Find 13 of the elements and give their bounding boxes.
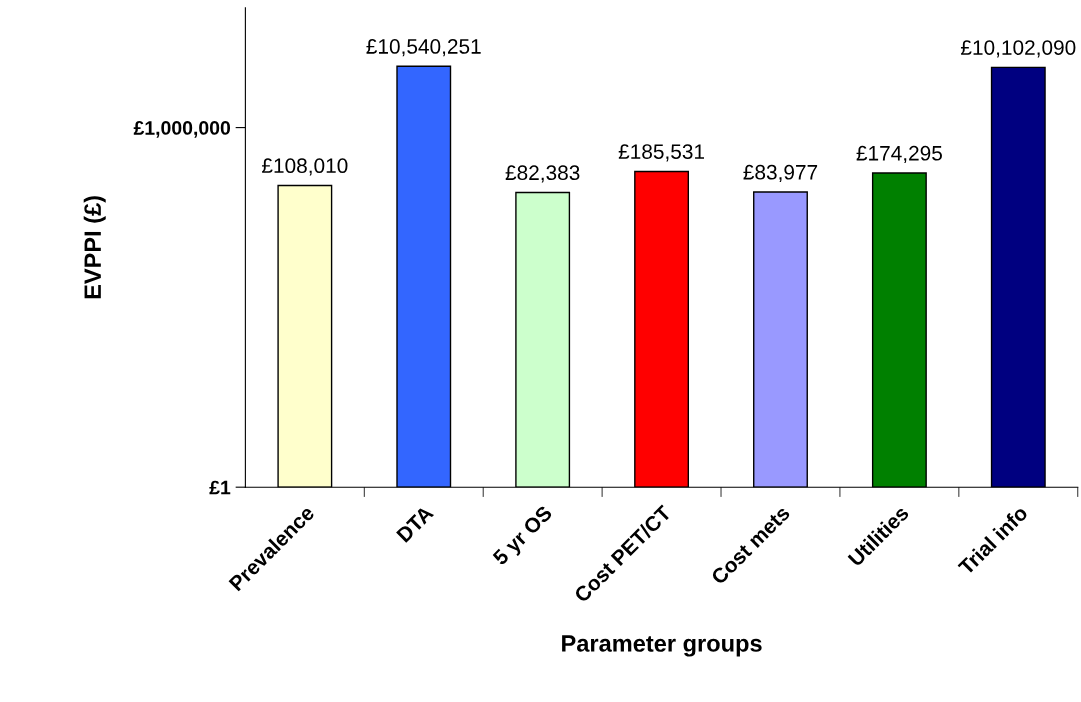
x-tick-label: DTA	[396, 504, 435, 543]
data-label: £185,531	[618, 144, 705, 162]
data-label: £10,540,251	[366, 39, 481, 57]
data-label: £82,383	[505, 165, 580, 183]
data-label: £108,010	[261, 158, 348, 176]
y-tick-label: £1	[209, 480, 231, 495]
x-axis-title: Parameter groups	[562, 635, 762, 657]
x-tick-label: 5 yr OS	[491, 504, 556, 569]
data-label: £10,102,090	[960, 40, 1076, 58]
data-label: £83,977	[743, 164, 818, 183]
y-tick-label: £1,000,000	[133, 121, 231, 138]
data-label: £174,295	[856, 145, 942, 164]
y-axis-title: EVPPI (£)	[83, 196, 106, 299]
